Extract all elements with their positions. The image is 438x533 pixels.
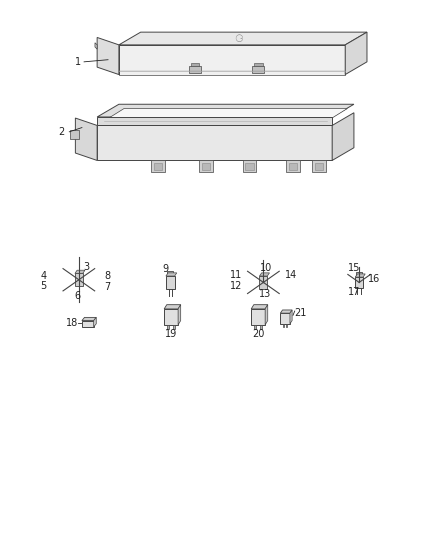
Text: 20: 20 <box>252 329 265 339</box>
Polygon shape <box>119 45 345 75</box>
Bar <box>151 160 165 172</box>
Text: 1: 1 <box>74 57 81 67</box>
Text: 16: 16 <box>368 274 381 284</box>
Bar <box>191 63 199 66</box>
Polygon shape <box>286 324 287 327</box>
Polygon shape <box>280 313 290 324</box>
Text: 11: 11 <box>230 270 243 280</box>
Text: 12: 12 <box>230 281 243 291</box>
Text: 21: 21 <box>294 308 306 318</box>
Polygon shape <box>254 325 256 329</box>
Polygon shape <box>95 43 97 49</box>
Bar <box>254 63 262 66</box>
Polygon shape <box>259 273 269 276</box>
Bar <box>252 66 264 74</box>
Text: 19: 19 <box>165 329 177 339</box>
Polygon shape <box>332 113 354 160</box>
Polygon shape <box>97 104 354 117</box>
Bar <box>189 66 201 74</box>
Text: 14: 14 <box>285 270 297 280</box>
Text: 8: 8 <box>104 271 110 281</box>
Polygon shape <box>167 325 169 329</box>
Polygon shape <box>283 324 284 327</box>
Polygon shape <box>280 310 292 313</box>
Text: 15: 15 <box>348 263 360 272</box>
Polygon shape <box>173 325 175 329</box>
Polygon shape <box>119 32 367 45</box>
Polygon shape <box>97 117 332 125</box>
Text: 2: 2 <box>58 127 64 137</box>
Bar <box>70 130 79 139</box>
Text: 4: 4 <box>40 271 46 280</box>
Polygon shape <box>75 118 97 160</box>
Polygon shape <box>356 272 362 277</box>
Polygon shape <box>104 109 347 121</box>
Text: 5: 5 <box>40 281 46 291</box>
Polygon shape <box>251 305 268 309</box>
Polygon shape <box>345 32 367 75</box>
Polygon shape <box>178 305 181 325</box>
Polygon shape <box>265 305 268 325</box>
Bar <box>315 163 323 170</box>
Text: 7: 7 <box>104 281 110 292</box>
Polygon shape <box>167 271 173 276</box>
Bar <box>201 163 210 170</box>
Bar <box>312 160 326 172</box>
Polygon shape <box>97 37 119 75</box>
Text: 13: 13 <box>259 288 272 298</box>
Bar <box>243 160 256 172</box>
Polygon shape <box>97 125 332 160</box>
Bar <box>245 163 254 170</box>
Bar <box>286 160 300 172</box>
Bar <box>259 276 267 289</box>
Text: 18: 18 <box>66 318 78 328</box>
Bar <box>154 163 162 170</box>
Polygon shape <box>166 276 175 289</box>
Bar <box>199 160 213 172</box>
Polygon shape <box>166 273 177 276</box>
Polygon shape <box>94 317 96 327</box>
Text: 10: 10 <box>260 263 272 273</box>
Polygon shape <box>164 305 181 309</box>
Text: 3: 3 <box>83 262 89 271</box>
Polygon shape <box>355 274 365 277</box>
Polygon shape <box>355 277 363 288</box>
Polygon shape <box>290 310 292 324</box>
Polygon shape <box>251 309 265 325</box>
Polygon shape <box>164 309 178 325</box>
Text: 9: 9 <box>162 264 168 273</box>
Polygon shape <box>82 320 94 327</box>
Bar <box>289 163 297 170</box>
Text: 6: 6 <box>74 290 81 301</box>
Bar <box>75 273 83 286</box>
Polygon shape <box>75 270 85 273</box>
Text: ⚆: ⚆ <box>234 34 243 44</box>
Polygon shape <box>260 325 262 329</box>
Polygon shape <box>82 317 96 320</box>
Text: 17: 17 <box>348 287 360 297</box>
